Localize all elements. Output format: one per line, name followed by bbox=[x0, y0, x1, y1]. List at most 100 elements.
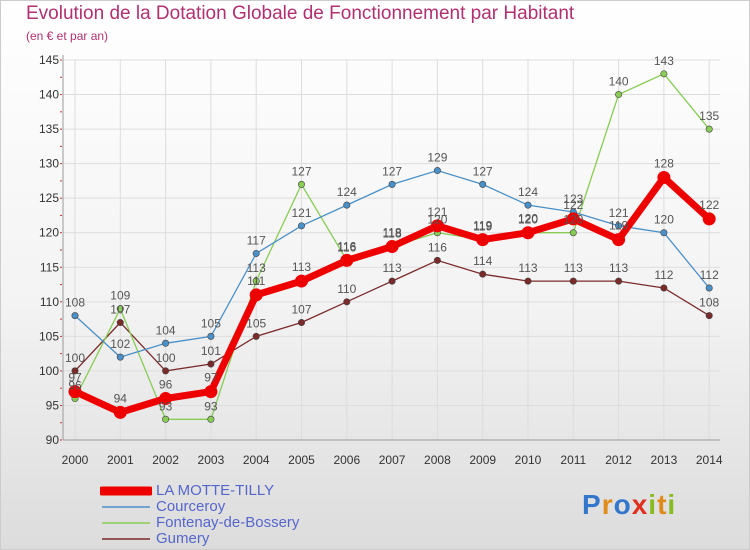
data-label: 113 bbox=[247, 261, 266, 275]
data-label: 100 bbox=[156, 351, 176, 365]
data-label: 97 bbox=[204, 371, 218, 385]
data-point bbox=[68, 385, 82, 399]
data-label: 117 bbox=[247, 233, 266, 247]
legend-label: Gumery bbox=[156, 530, 210, 547]
data-label: 107 bbox=[110, 303, 130, 317]
data-label: 135 bbox=[699, 109, 719, 123]
data-label: 105 bbox=[201, 316, 221, 330]
data-label: 143 bbox=[654, 54, 674, 68]
data-point bbox=[569, 229, 577, 237]
data-point bbox=[162, 367, 170, 375]
data-point bbox=[71, 312, 79, 320]
data-label: 94 bbox=[114, 391, 128, 405]
x-tick-label: 2001 bbox=[107, 453, 134, 467]
data-point bbox=[297, 222, 305, 230]
series-courceroy bbox=[71, 167, 713, 361]
data-point bbox=[566, 212, 580, 226]
legend-swatch bbox=[102, 522, 150, 524]
logo-letter: t bbox=[657, 489, 668, 520]
data-point bbox=[385, 240, 399, 254]
chart-title: Evolution de la Dotation Globale de Fonc… bbox=[26, 3, 575, 24]
data-point bbox=[660, 284, 668, 292]
data-label: 116 bbox=[428, 240, 447, 254]
data-point bbox=[340, 253, 354, 267]
data-label: 93 bbox=[159, 399, 173, 413]
logo-letter: i bbox=[648, 489, 658, 520]
y-tick-label: 100 bbox=[39, 364, 59, 378]
data-label: 120 bbox=[518, 213, 538, 227]
y-tick-label: 140 bbox=[39, 88, 59, 102]
y-tick-label: 135 bbox=[39, 122, 59, 136]
grid bbox=[63, 59, 720, 441]
data-point bbox=[521, 226, 535, 240]
series-gumery bbox=[71, 256, 713, 375]
data-label: 120 bbox=[563, 213, 583, 227]
logo-letter: o bbox=[613, 489, 632, 520]
x-tick-label: 2004 bbox=[243, 453, 270, 467]
data-point bbox=[705, 125, 713, 133]
data-label: 110 bbox=[337, 282, 356, 296]
x-tick-label: 2005 bbox=[288, 453, 315, 467]
data-label: 116 bbox=[337, 240, 356, 254]
data-label: 114 bbox=[473, 254, 492, 268]
data-label: 120 bbox=[654, 213, 674, 227]
data-label: 124 bbox=[518, 185, 538, 199]
data-point bbox=[388, 180, 396, 188]
data-point bbox=[162, 339, 170, 347]
data-point bbox=[433, 256, 441, 264]
data-label: 122 bbox=[699, 198, 719, 212]
data-point bbox=[615, 91, 623, 99]
x-tick-label: 2012 bbox=[605, 453, 632, 467]
data-point bbox=[249, 288, 263, 302]
data-point bbox=[252, 332, 260, 340]
data-label: 107 bbox=[291, 303, 311, 317]
data-label: 113 bbox=[518, 261, 537, 275]
y-tick-label: 125 bbox=[39, 191, 59, 205]
legend-swatch bbox=[100, 486, 152, 496]
data-point bbox=[702, 212, 716, 226]
data-label: 121 bbox=[609, 206, 629, 220]
data-point bbox=[657, 170, 671, 184]
data-label: 121 bbox=[427, 205, 447, 219]
data-point bbox=[207, 332, 215, 340]
data-label: 119 bbox=[473, 220, 492, 234]
logo-letter: r bbox=[601, 489, 614, 520]
data-label: 119 bbox=[473, 219, 492, 233]
data-label: 108 bbox=[699, 296, 719, 310]
data-label: 118 bbox=[383, 226, 402, 240]
data-point bbox=[612, 233, 626, 247]
data-label: 120 bbox=[518, 212, 538, 226]
legend-label: LA MOTTE-TILLY bbox=[156, 482, 275, 499]
data-label: 104 bbox=[156, 323, 176, 337]
data-point bbox=[705, 284, 713, 292]
data-point bbox=[479, 270, 487, 278]
y-tick-label: 95 bbox=[46, 398, 60, 412]
data-point bbox=[433, 167, 441, 175]
legend-swatch bbox=[102, 538, 150, 540]
data-label: 108 bbox=[65, 296, 85, 310]
data-label: 97 bbox=[68, 371, 82, 385]
x-tick-label: 2010 bbox=[515, 453, 542, 467]
data-point bbox=[252, 249, 260, 257]
data-label: 128 bbox=[654, 156, 674, 170]
series-la-motte-tilly bbox=[68, 170, 716, 419]
data-label: 116 bbox=[337, 239, 356, 253]
data-label: 113 bbox=[564, 261, 583, 275]
data-label: 112 bbox=[700, 268, 719, 282]
data-label: 100 bbox=[65, 351, 85, 365]
data-label: 96 bbox=[159, 378, 173, 392]
legend-swatch bbox=[102, 506, 150, 508]
data-point bbox=[343, 201, 351, 209]
data-point bbox=[615, 277, 623, 285]
data-label: 101 bbox=[201, 344, 221, 358]
x-tick-label: 2000 bbox=[62, 453, 89, 467]
data-point bbox=[476, 233, 490, 247]
chart-subtitle: (en € et par an) bbox=[26, 29, 109, 43]
x-tick-label: 2006 bbox=[333, 453, 360, 467]
data-label: 140 bbox=[609, 75, 629, 89]
data-label: 109 bbox=[110, 289, 130, 303]
y-tick-label: 115 bbox=[40, 260, 59, 274]
data-label: 118 bbox=[383, 227, 402, 241]
